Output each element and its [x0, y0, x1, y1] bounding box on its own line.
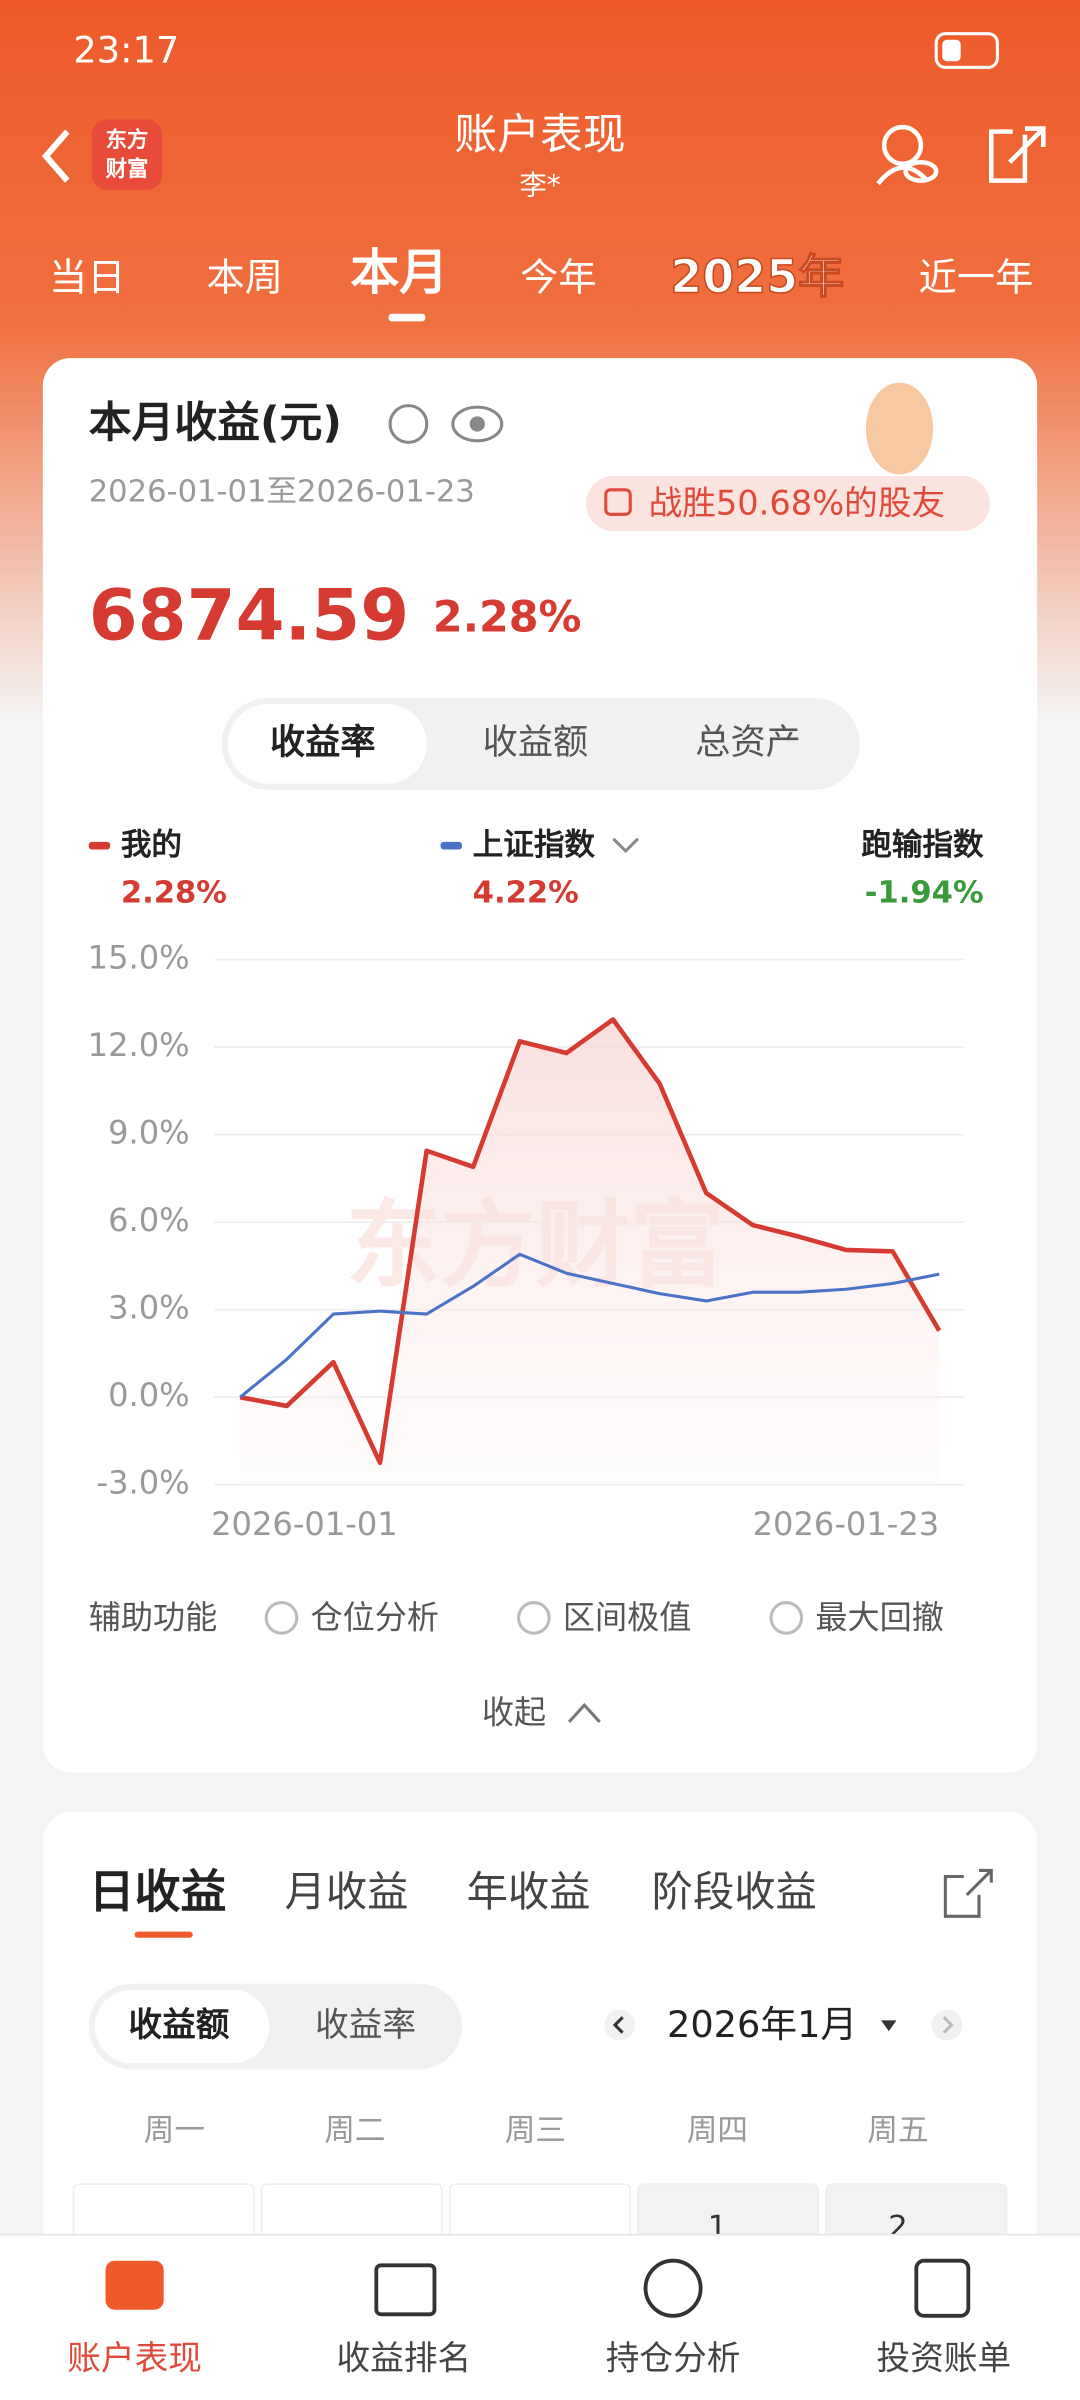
line [239, 1017, 942, 1466]
nav-icon [105, 2260, 164, 2310]
segment[interactable]: 收益率 [315, 2005, 416, 2044]
eye-icon[interactable] [451, 405, 504, 443]
clap-icon [865, 382, 934, 475]
nav-icon [374, 2263, 437, 2317]
dropdown-icon[interactable] [612, 837, 639, 854]
segment[interactable]: 收益额 [483, 722, 589, 763]
logo [91, 119, 163, 190]
daily-tab[interactable]: 年收益 [467, 1868, 591, 1916]
weekday: 周三 [505, 2114, 566, 2149]
y-tick-label: -3.0% [96, 1464, 189, 1502]
battery [934, 32, 999, 69]
y-tick-label: 15.0% [88, 939, 190, 977]
line [239, 1252, 940, 1399]
time: 23:17 [73, 29, 179, 72]
nav-label[interactable]: 账户表现 [67, 2339, 202, 2378]
period-tab[interactable]: 近一年 [919, 256, 1034, 301]
period-tab[interactable]: 本月 [350, 244, 448, 301]
tools-label: 辅助功能 [89, 1598, 217, 1636]
segment-selected [227, 704, 427, 784]
tab-underline [388, 313, 426, 322]
radio[interactable] [517, 1601, 551, 1635]
tab-underline [134, 1931, 193, 1938]
y-tick-label: 0.0% [108, 1376, 190, 1414]
eye-pupil [469, 416, 485, 432]
card-title: 本月收益(元) [89, 398, 342, 448]
month-dropdown[interactable] [881, 2020, 897, 2032]
segment[interactable]: 收益额 [129, 2005, 230, 2044]
prev-icon [612, 2016, 624, 2034]
privacy-button[interactable] [876, 124, 939, 186]
weekday: 周二 [324, 2114, 385, 2149]
period-tab[interactable]: 今年 [520, 256, 596, 301]
date-range: 2026-01-01至2026-01-23 [89, 474, 475, 509]
amount: 6874.59 [89, 574, 409, 656]
legend-name: 我的 [121, 828, 182, 863]
bottom-nav [0, 2234, 1080, 2400]
month[interactable]: 2026年1月 [667, 2003, 857, 2046]
segment[interactable]: 收益率 [270, 722, 376, 763]
tool-label[interactable]: 区间极值 [563, 1598, 691, 1636]
legend-value: 4.22% [473, 875, 579, 910]
weekday: 周一 [144, 2114, 205, 2149]
y-tick-label: 9.0% [108, 1114, 190, 1152]
nav-label[interactable]: 投资账单 [877, 2339, 1012, 2378]
y-tick-label: 3.0% [108, 1289, 190, 1327]
collapse-icon[interactable] [567, 1702, 601, 1723]
badge-icon [604, 488, 632, 516]
legend-value: 2.28% [121, 875, 227, 910]
nav-icon [643, 2258, 703, 2318]
info-icon[interactable] [388, 404, 429, 444]
weekday: 周四 [687, 2114, 748, 2149]
legend-name[interactable]: 上证指数 [473, 828, 596, 863]
area [240, 1019, 940, 1485]
period-tab[interactable]: 当日 [49, 256, 125, 301]
legend-swatch [88, 841, 111, 850]
rate: 2.28% [433, 592, 582, 642]
nav-icon [914, 2258, 971, 2318]
collapse[interactable]: 收起 [482, 1693, 546, 1731]
legend-swatch [440, 841, 462, 850]
radio[interactable] [264, 1601, 299, 1635]
nav-label[interactable]: 收益排名 [337, 2339, 472, 2378]
radio[interactable] [769, 1601, 804, 1635]
x-tick-label: 2026-01-23 [753, 1505, 940, 1543]
segment-selected [94, 1989, 270, 2064]
subtitle: 李* [519, 170, 560, 202]
battery-level [942, 39, 961, 62]
y-tick-label: 6.0% [108, 1201, 190, 1239]
badge-text: 战胜50.68%的股友 [649, 484, 946, 523]
share-icon[interactable] [943, 1868, 993, 1918]
daily-tab[interactable]: 月收益 [285, 1868, 409, 1916]
period-tab[interactable]: 2025年 [670, 249, 845, 305]
tool-label[interactable]: 仓位分析 [311, 1598, 439, 1636]
daily-tab[interactable]: 日收益 [89, 1864, 227, 1918]
daily-tab[interactable]: 阶段收益 [652, 1868, 817, 1916]
legend-value: -1.94% [865, 875, 984, 910]
period-tab[interactable]: 本周 [207, 256, 283, 301]
next-month[interactable] [931, 2009, 963, 2041]
share-button[interactable] [988, 126, 1046, 183]
segment[interactable]: 总资产 [695, 722, 801, 763]
x-tick-label: 2026-01-01 [211, 1505, 398, 1543]
nav-label[interactable]: 持仓分析 [606, 2339, 741, 2378]
logo-text: 东方 [106, 127, 149, 153]
legend-name: 跑输指数 [861, 828, 984, 863]
title: 账户表现 [454, 110, 625, 160]
back-button[interactable] [41, 129, 70, 183]
next-icon [942, 2016, 954, 2034]
weekday: 周五 [867, 2114, 928, 2149]
badge[interactable] [585, 476, 990, 532]
logo-text: 财富 [106, 156, 149, 182]
prev-month[interactable] [604, 2009, 635, 2041]
y-tick-label: 12.0% [88, 1026, 190, 1064]
tool-label[interactable]: 最大回撤 [815, 1598, 943, 1636]
